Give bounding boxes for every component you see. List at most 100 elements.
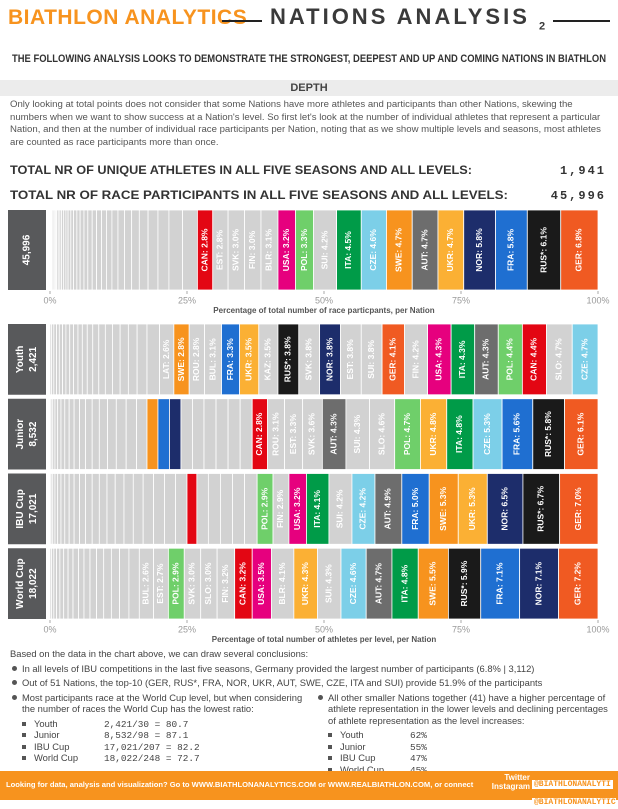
smaller-item: World Cup 45% [328,764,610,776]
bar-segment [119,323,129,396]
total-label: TOTAL NR OF RACE PARTICIPANTS IN ALL FIV… [10,188,508,202]
social-labels: Twitter Instagram [470,773,530,791]
segment-label: USA: 3.5% [256,562,266,605]
segment-label: AUT: 4.7% [373,563,383,605]
segment-label: ROU: 2.8% [191,337,201,381]
instagram-handle[interactable]: @BIATHLONANALYTICS [532,798,616,807]
bar-segment [79,209,85,291]
segment-label: BUL: 3.1% [207,338,217,380]
bar-segment [411,209,439,291]
smaller-item: Youth 62% [328,729,610,741]
subtitle: THE FOLLOWING ANALYSIS LOOKS TO DEMONSTR… [12,53,606,65]
columns: Most participants race at the World Cup … [10,692,610,776]
level: IBU Cup [340,752,376,763]
bar-segment [72,547,79,620]
ratio-item: Youth 2,421/30 = 80.7 [22,718,304,730]
x-axis-title: Percentage of total number of athletes p… [212,635,437,644]
bar-segment [203,398,217,470]
bar-segment [56,547,61,620]
segment-label: LAT: 2.6% [161,339,171,379]
footer-text: Looking for data, analysis and visualiza… [6,780,474,789]
share: 45% [410,764,427,776]
segment-label: USA: 3.2% [281,228,291,271]
bar-segment [182,209,198,291]
twitter-handle[interactable]: @BIATHLONANALYTI [532,780,613,789]
segment-label: POL: 3.3% [299,229,309,271]
twitter-label: Twitter [504,773,530,782]
bar-segment [54,398,59,470]
segment-label: BLR: 4.1% [277,562,287,604]
segment-label: FIN: 2.9% [275,489,285,528]
segment-label: FRA: 5.8% [506,229,516,271]
segment-label: CZE: 4.2% [358,488,368,530]
bar-segment [157,398,170,470]
bar-segment [360,209,387,291]
smaller-item: IBU Cup 47% [328,752,610,764]
segment-label: SWE: 2.8% [176,337,186,381]
x-tick-label: 0% [43,624,56,634]
smaller-item: Junior 55% [328,741,610,753]
level: World Cup [34,752,79,763]
ratio-item: Junior 8,532/98 = 87.1 [22,729,304,741]
bar-segment [73,398,80,470]
x-tick-label: 100% [586,624,609,634]
bar-segment [106,209,113,291]
bar-segment [78,547,85,620]
row-total: 17,021 [28,493,39,524]
row-name: Junior [15,419,26,450]
row-label-box [8,324,46,395]
segment-label: USA: 3.2% [292,487,302,530]
bar-segment [98,323,106,396]
segment-label: NOR: 6.5% [499,487,509,531]
subtitle-box: THE FOLLOWING ANALYSIS LOOKS TO DEMONSTR… [12,53,606,65]
bar-segment [391,547,419,620]
bar-segment [472,398,503,470]
row-label-box [8,548,46,619]
bar-segment [85,398,93,470]
segment-label: FRA: 5.6% [512,413,522,455]
segment-label: SWE: 5.5% [428,561,438,605]
bar-segment [110,547,120,620]
bar-segment [91,398,100,470]
segment-label: AUT: 4.7% [419,229,429,271]
bar-segment [57,473,62,545]
bar-segment [98,473,108,545]
footer: Looking for data, analysis and visualiza… [0,771,618,807]
bar-segment [79,398,87,470]
bar-segment [59,547,65,620]
segment-label: RUS*: 5.8% [543,411,553,457]
segment-label: SUI: 4.3% [323,564,333,603]
segment-label: RUS*: 5.9% [459,560,469,606]
segment-label: UKR: 5.3% [467,487,477,530]
segment-label: FIN: 3.2% [220,564,230,603]
x-tick-label: 75% [452,624,470,634]
bar-segment [79,473,87,545]
segment-label: GER: 6.1% [576,412,586,455]
segment-label: CZE: 4.6% [348,562,358,604]
bar-segment [239,398,253,470]
segment-label: CAN: 3.2% [238,562,248,605]
bar-segment [147,209,159,291]
bar-segment [67,209,72,291]
bar-segment [401,473,430,545]
bullet: In all levels of IBU competitions in the… [10,663,610,675]
bar-segment [89,547,97,620]
bar-segment [111,209,119,291]
segment-label: RUS*: 6.1% [538,227,548,273]
bar-segment [564,398,599,470]
x-tick-label: 25% [178,295,196,305]
x-tick-label: 25% [178,624,196,634]
segment-label: ITA: 4.8% [454,415,464,453]
segment-label: RUS*: 6.7% [536,486,546,532]
segment-label: CZE: 5.3% [482,413,492,455]
bar-segment [60,398,66,470]
segment-label: UKR: 4.3% [300,562,310,605]
bar-segment [103,547,112,620]
bar-segment [186,473,198,545]
bar-segment [83,547,91,620]
segment-label: POL: 4.7% [402,413,412,455]
bar-segment [67,547,74,620]
segment-label: SVK: 3.0% [231,229,241,271]
bar-segment [64,398,70,470]
segment-label: ROU: 3.1% [270,412,280,456]
